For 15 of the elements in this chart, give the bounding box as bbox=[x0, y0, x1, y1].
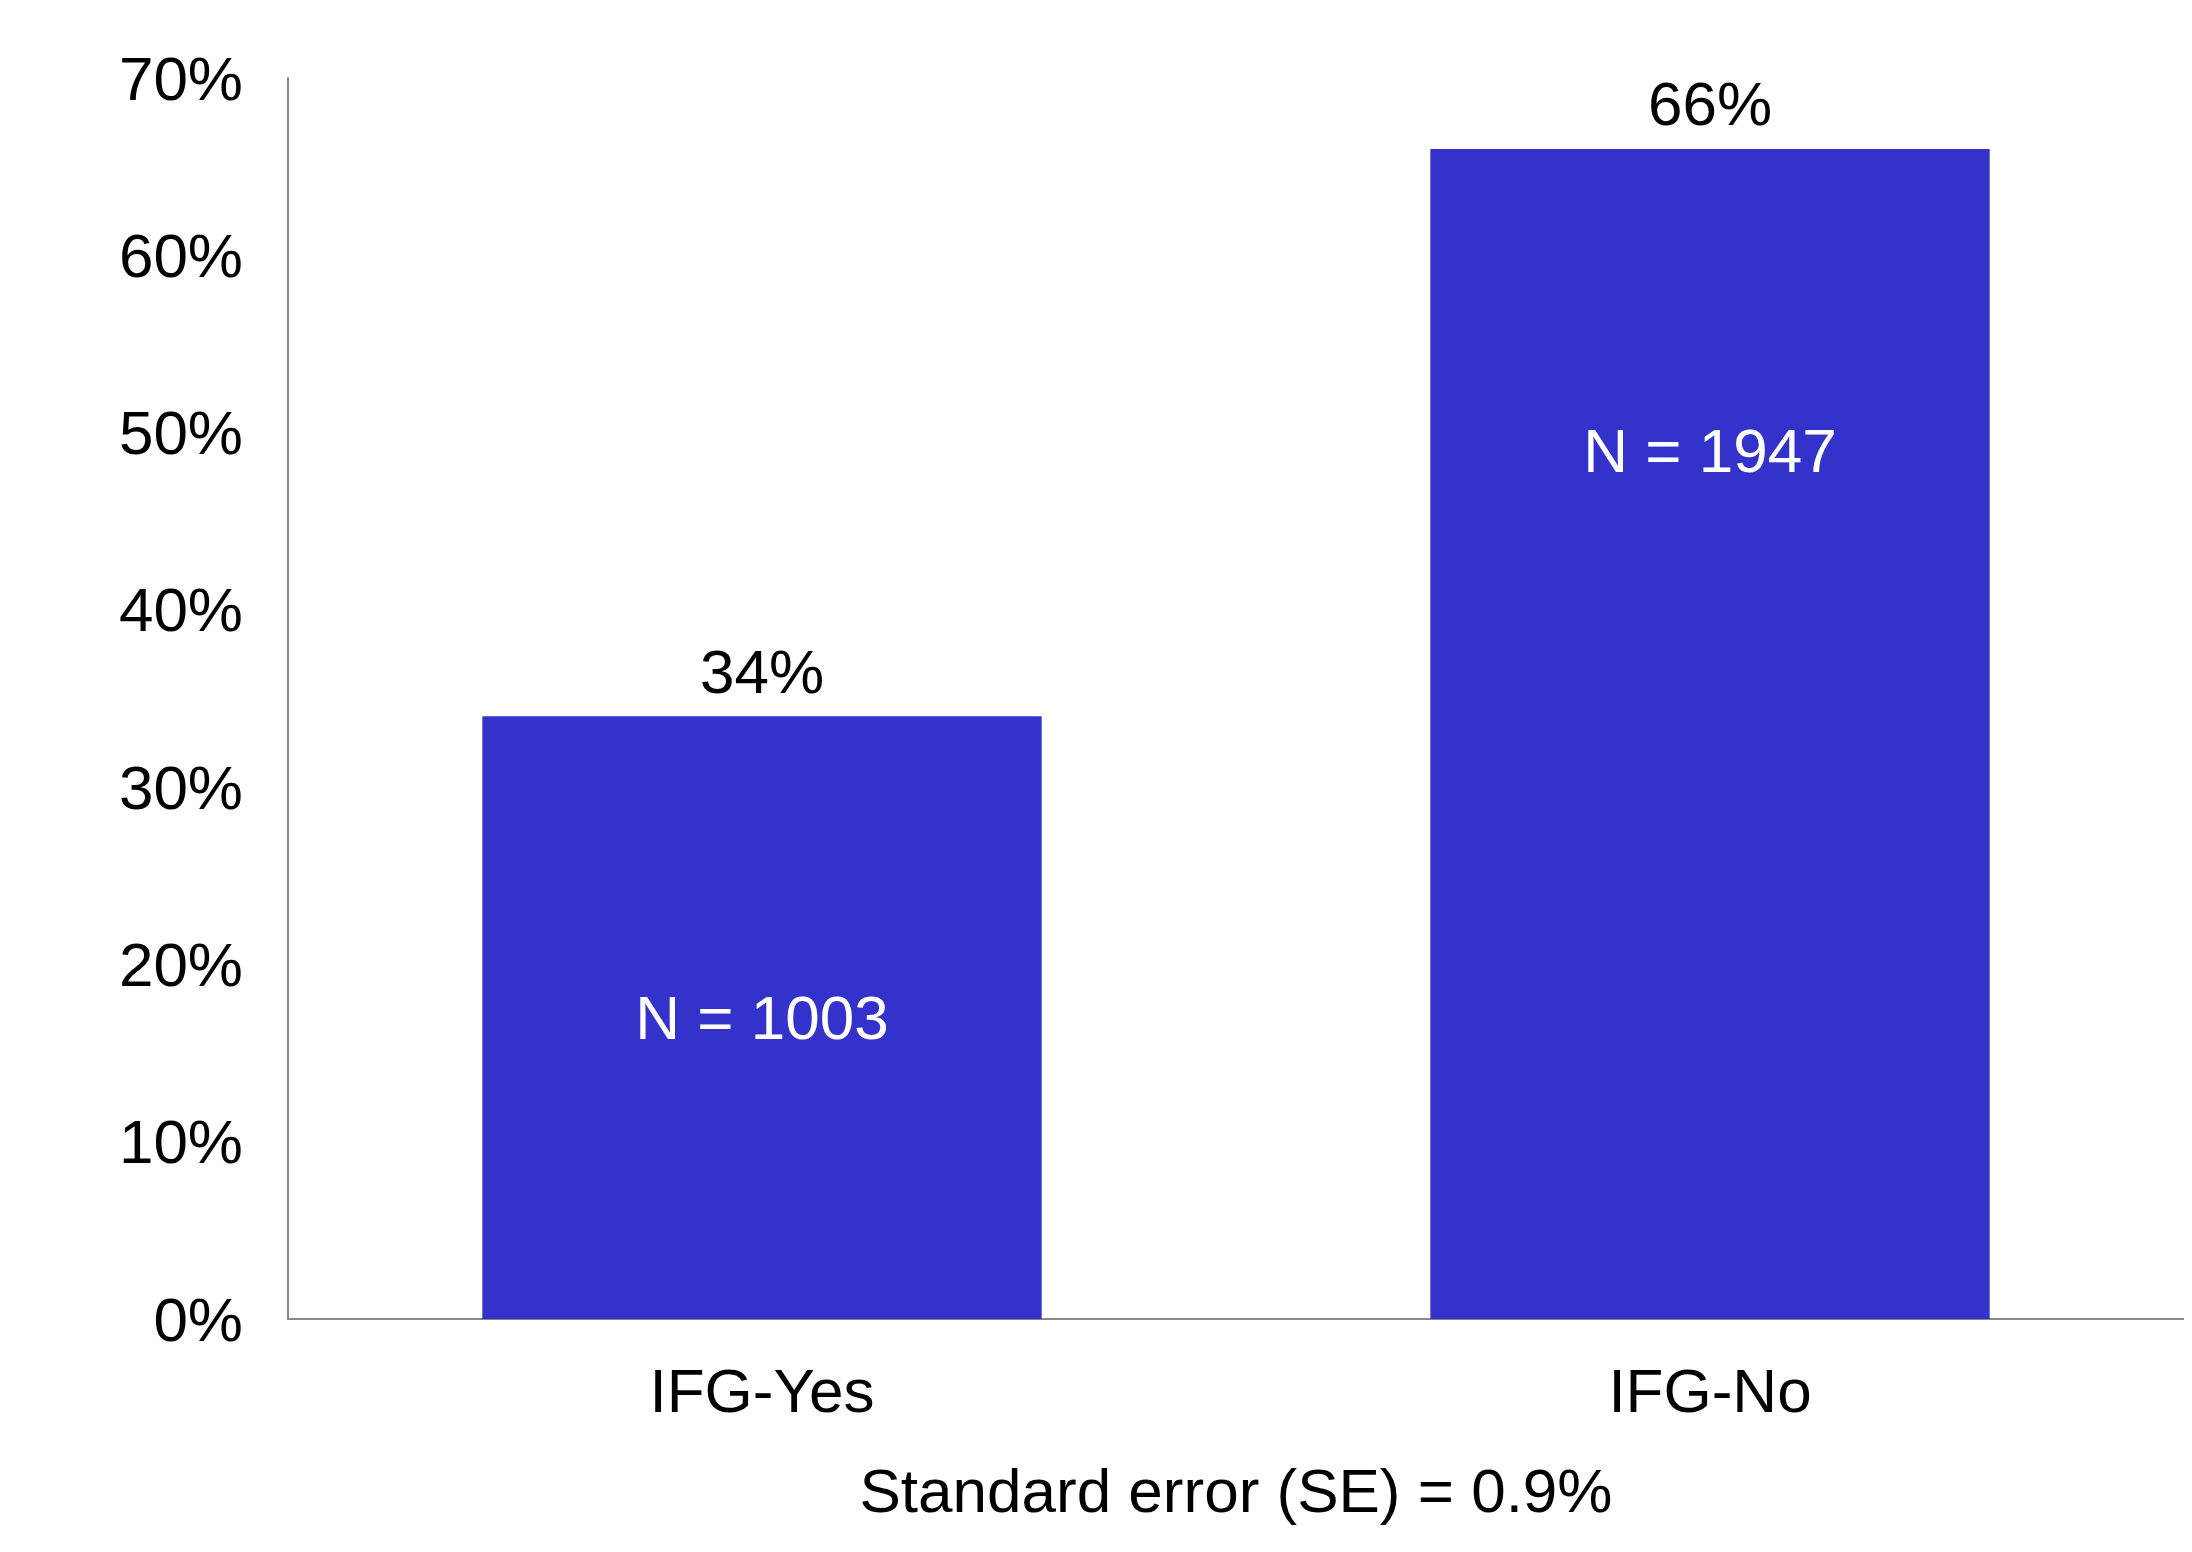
x-tick-label: IFG-Yes bbox=[649, 1355, 875, 1425]
y-tick-label: 40% bbox=[118, 575, 243, 645]
y-tick-label: 60% bbox=[118, 220, 243, 290]
x-tick-label: IFG-No bbox=[1608, 1355, 1812, 1425]
x-axis-title: Standard error (SE) = 0.9% bbox=[859, 1455, 1613, 1525]
y-tick-label: 30% bbox=[118, 752, 243, 822]
y-tick-label: 20% bbox=[118, 929, 243, 999]
y-tick-label: 0% bbox=[153, 1284, 243, 1354]
y-tick-label: 70% bbox=[118, 43, 243, 113]
data-label: 34% bbox=[699, 636, 825, 706]
y-tick-label: 50% bbox=[118, 398, 243, 468]
data-label: 66% bbox=[1647, 69, 1773, 139]
y-tick-label: 10% bbox=[118, 1107, 243, 1177]
annotation: N = 1003 bbox=[635, 983, 889, 1053]
annotation: N = 1947 bbox=[1583, 415, 1837, 485]
